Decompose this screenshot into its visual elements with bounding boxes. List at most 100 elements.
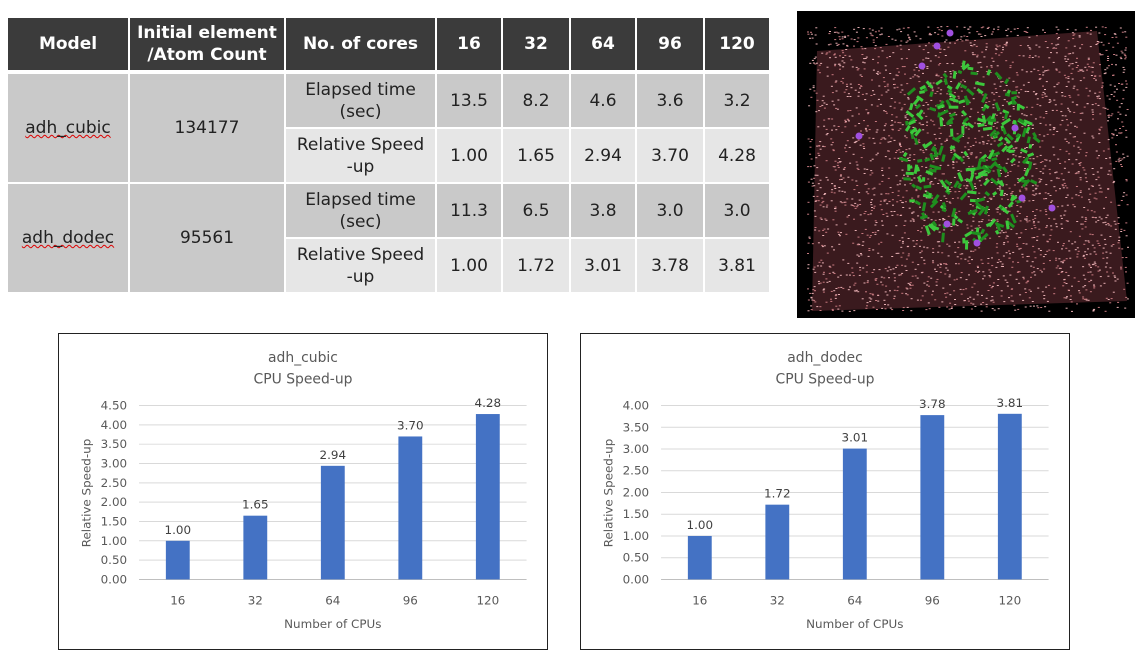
model-name: adh_cubic — [25, 118, 111, 138]
water-mark — [861, 134, 864, 136]
water-mark — [1041, 140, 1044, 142]
water-mark — [1111, 63, 1113, 65]
water-mark — [1091, 111, 1094, 113]
water-mark — [935, 138, 937, 140]
water-mark — [992, 282, 995, 284]
water-mark — [891, 128, 894, 130]
protein-mark — [946, 84, 953, 91]
water-mark — [943, 229, 946, 231]
water-mark — [900, 31, 903, 33]
water-mark — [814, 56, 817, 58]
water-mark — [985, 303, 988, 305]
water-mark — [1012, 251, 1015, 253]
water-mark — [825, 278, 828, 280]
water-mark — [1061, 92, 1064, 93]
water-mark — [877, 300, 880, 302]
water-mark — [1006, 235, 1009, 237]
water-mark — [932, 251, 935, 253]
water-mark — [1124, 56, 1127, 58]
water-mark — [928, 285, 930, 287]
water-mark — [1104, 221, 1107, 223]
water-mark — [1065, 129, 1068, 131]
water-mark — [1121, 158, 1124, 160]
water-mark — [1007, 199, 1009, 201]
protein-mark — [987, 121, 994, 126]
water-mark — [870, 209, 873, 211]
water-mark — [1028, 220, 1031, 222]
water-mark — [993, 140, 996, 142]
y-tick-label: 0.00 — [623, 572, 650, 586]
water-mark — [1000, 230, 1003, 232]
water-mark — [1060, 223, 1063, 225]
water-mark — [1087, 57, 1090, 59]
water-mark — [1042, 172, 1045, 174]
water-mark — [864, 219, 867, 221]
water-mark — [869, 293, 872, 295]
water-mark — [840, 178, 843, 180]
water-mark — [980, 66, 983, 68]
water-mark — [1088, 90, 1091, 92]
water-mark — [905, 258, 908, 260]
water-mark — [934, 92, 937, 94]
water-mark — [917, 215, 920, 217]
water-mark — [1012, 147, 1015, 149]
water-mark — [859, 214, 862, 216]
water-mark — [849, 110, 852, 111]
water-mark — [1080, 223, 1083, 225]
water-mark — [1042, 66, 1044, 68]
water-mark — [1072, 87, 1075, 89]
water-mark — [1008, 297, 1010, 299]
water-mark — [1025, 106, 1028, 108]
water-mark — [900, 146, 902, 147]
water-mark — [822, 273, 825, 275]
water-mark — [978, 142, 981, 144]
water-mark — [1107, 223, 1110, 224]
water-mark — [1005, 85, 1008, 86]
water-mark — [1096, 240, 1099, 242]
value-cell: 11.3 — [437, 184, 503, 239]
water-mark — [847, 110, 850, 112]
water-mark — [882, 77, 885, 79]
water-mark — [1050, 52, 1052, 54]
value-cell: 3.8 — [571, 184, 637, 239]
water-mark — [813, 58, 816, 60]
water-mark — [1036, 103, 1039, 105]
water-mark — [950, 229, 953, 231]
protein-mark — [915, 103, 922, 110]
water-mark — [902, 151, 904, 153]
water-mark — [938, 231, 941, 233]
water-mark — [987, 262, 990, 264]
bar — [475, 414, 500, 580]
water-mark — [841, 60, 844, 62]
water-mark — [1091, 104, 1094, 106]
protein-mark — [994, 221, 1002, 232]
water-mark — [1035, 209, 1038, 211]
water-mark — [858, 113, 860, 115]
water-mark — [1077, 250, 1080, 252]
water-mark — [991, 31, 994, 33]
water-mark — [884, 86, 887, 88]
water-mark — [1048, 99, 1051, 101]
protein-mark — [985, 115, 993, 122]
protein-mark — [925, 170, 934, 176]
water-mark — [849, 162, 852, 164]
water-mark — [1093, 284, 1095, 286]
water-mark — [976, 265, 979, 267]
water-mark — [857, 68, 860, 70]
water-mark — [1125, 271, 1127, 273]
water-mark — [834, 81, 837, 83]
water-mark — [823, 245, 826, 247]
water-mark — [980, 221, 983, 223]
water-mark — [991, 299, 994, 301]
water-mark — [879, 72, 882, 74]
water-mark — [940, 30, 943, 32]
protein-mark — [987, 118, 996, 122]
water-mark — [1118, 132, 1121, 134]
water-mark — [1087, 299, 1090, 301]
water-mark — [1071, 197, 1074, 199]
ion-mark — [855, 132, 863, 140]
water-mark — [1110, 245, 1113, 247]
water-mark — [1011, 164, 1014, 166]
water-mark — [997, 279, 1000, 280]
water-mark — [990, 220, 993, 222]
